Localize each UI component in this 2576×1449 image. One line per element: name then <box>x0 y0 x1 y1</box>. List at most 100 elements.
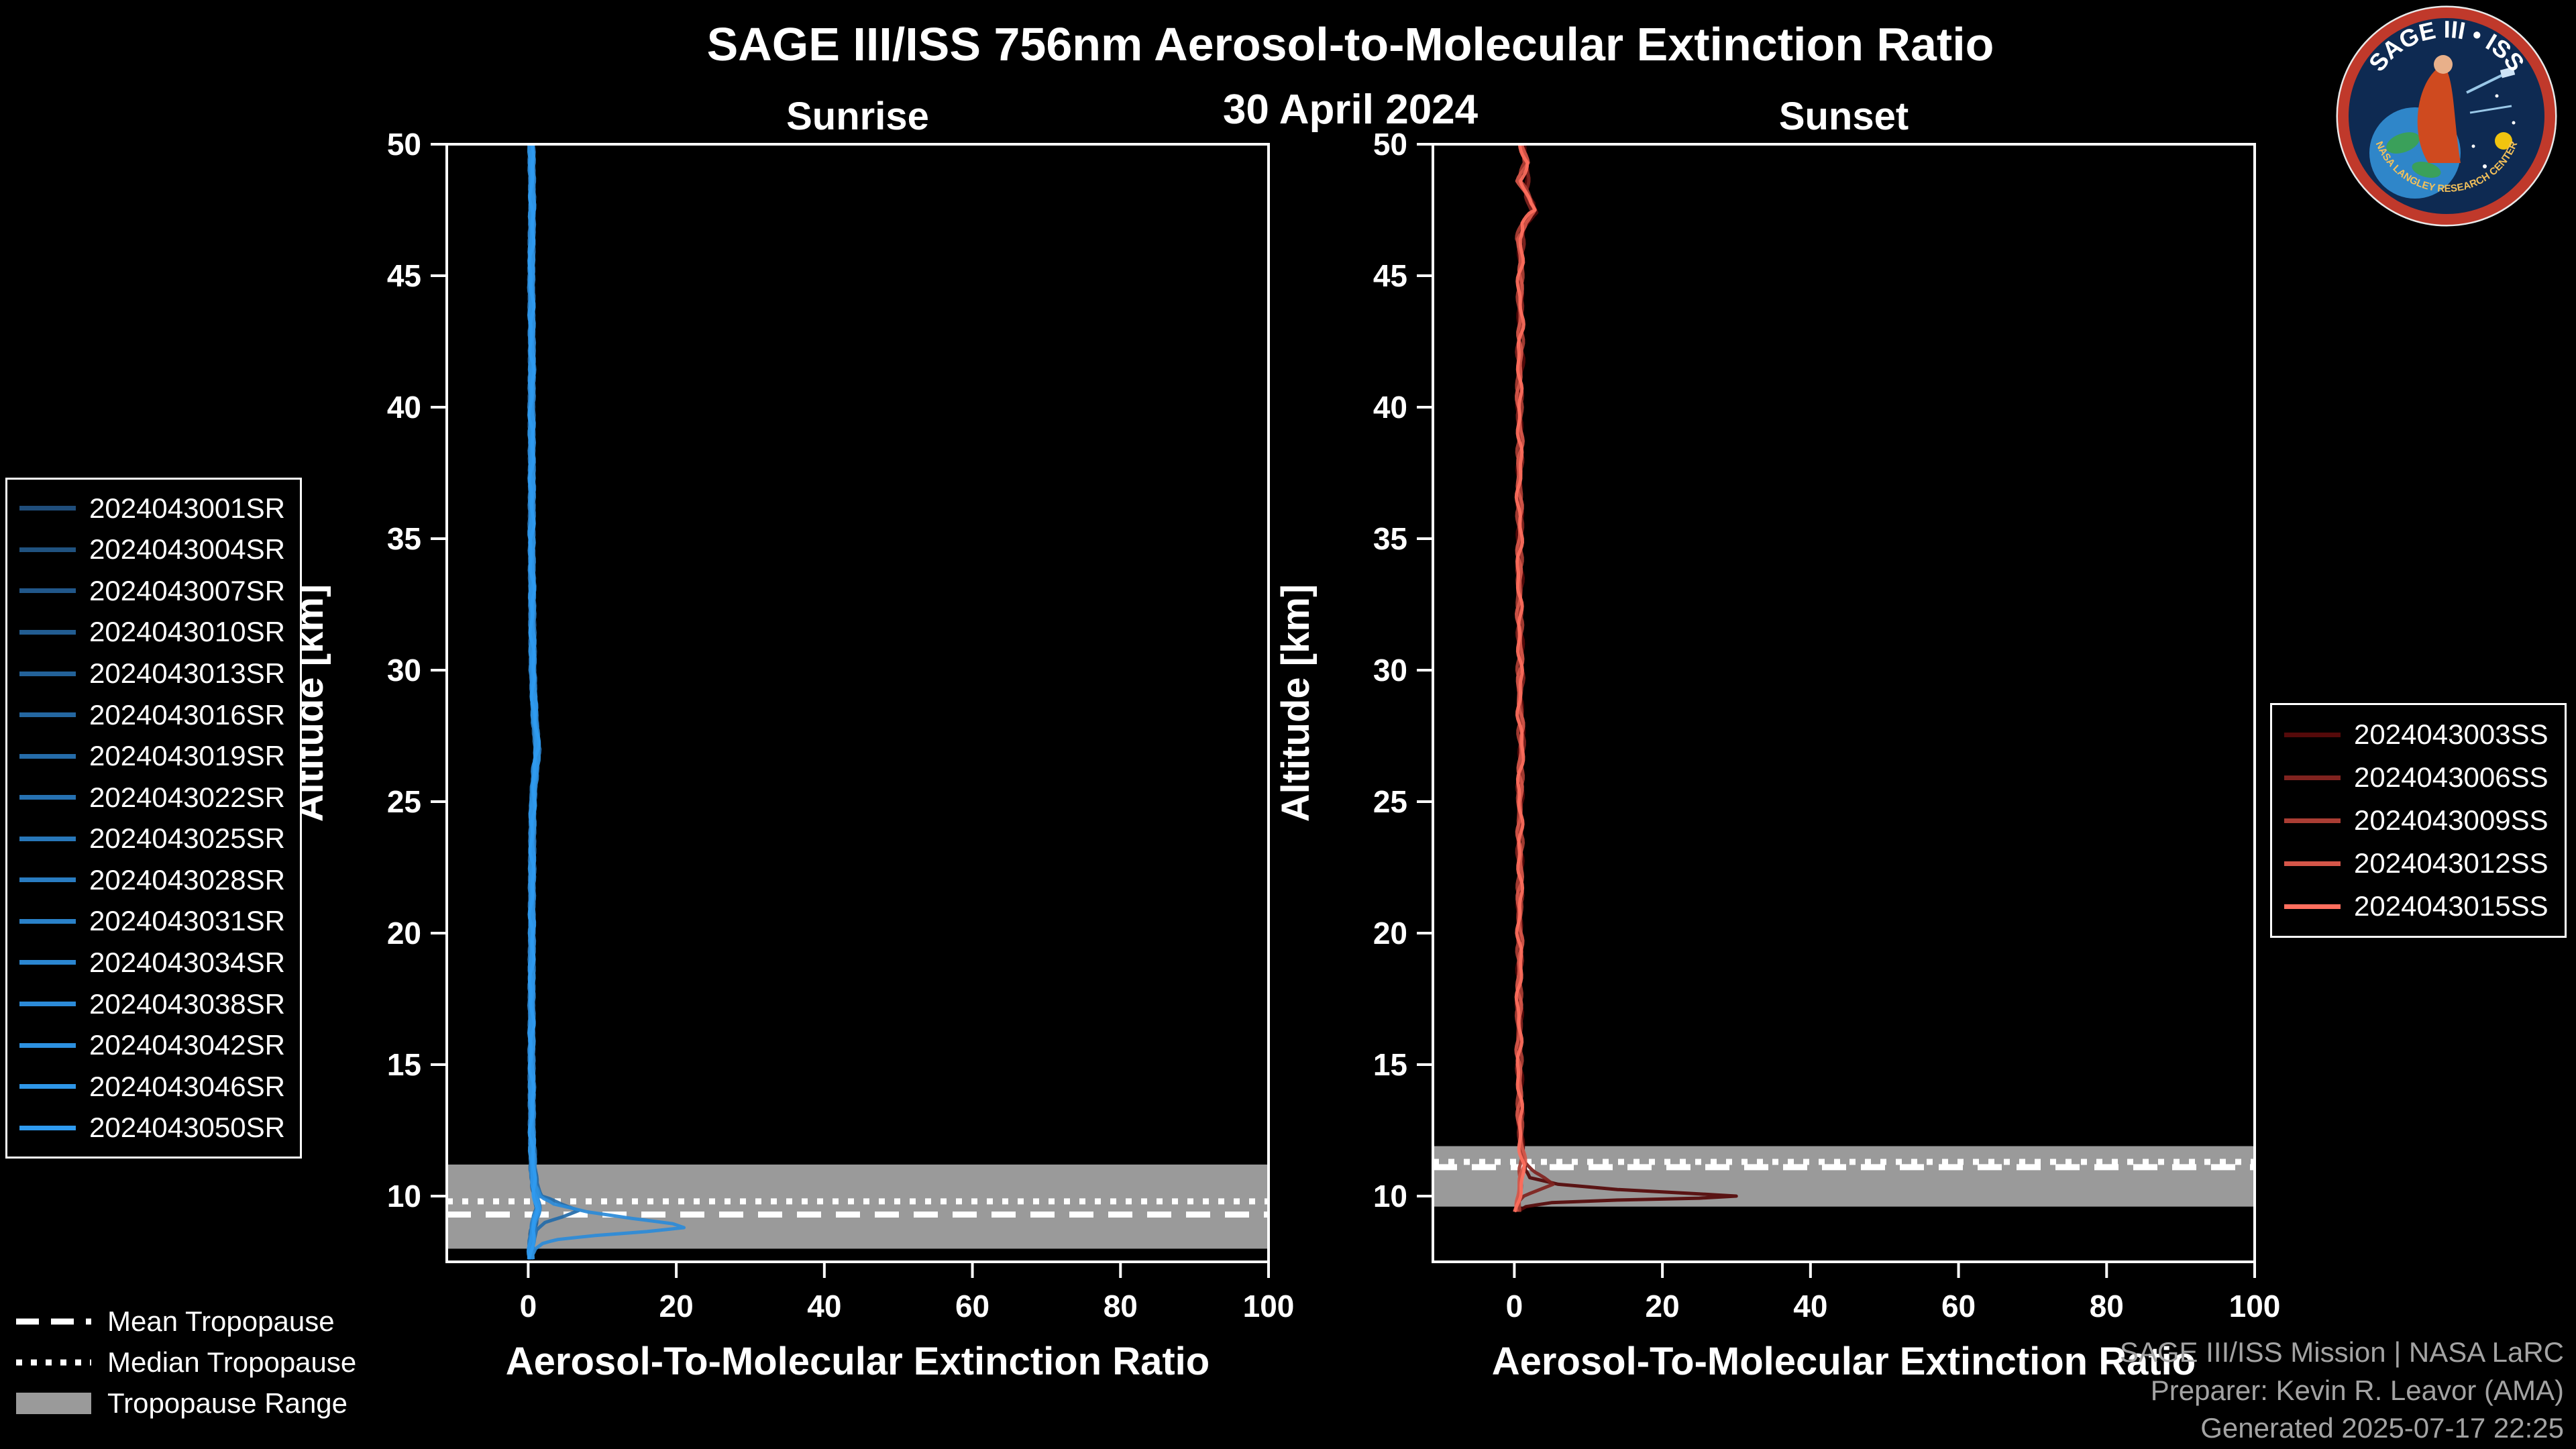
mean-tropopause-label: Mean Tropopause <box>107 1305 335 1337</box>
legend-line-swatch <box>2284 818 2341 823</box>
x-tick-label: 60 <box>1941 1289 1976 1324</box>
legend-line-swatch <box>2284 861 2341 866</box>
legend-label: 2024043025SR <box>89 822 285 855</box>
legend-item: 2024043015SS <box>2284 886 2553 926</box>
legend-label: 2024043006SS <box>2354 761 2548 793</box>
legend-item: 2024043034SR <box>19 943 288 983</box>
legend-line-swatch <box>2284 775 2341 780</box>
credit-line-mission: SAGE III/ISS Mission | NASA LaRC <box>2119 1336 2564 1368</box>
sunset-legend: 2024043003SS 2024043006SS 2024043009SS 2024… <box>2270 703 2567 938</box>
y-tick-label: 45 <box>1373 258 1407 293</box>
y-tick-label: 50 <box>1373 127 1407 162</box>
legend-item: 2024043050SR <box>19 1108 288 1148</box>
legend-label: 2024043009SS <box>2354 804 2548 836</box>
credit-line-generated: Generated 2025-07-17 22:25 <box>2200 1412 2564 1444</box>
y-tick-label: 40 <box>387 390 421 425</box>
legend-label: 2024043010SR <box>89 616 285 648</box>
legend-line-swatch <box>19 795 76 800</box>
axis-frame <box>445 143 1270 1263</box>
legend-item: 2024043019SR <box>19 736 288 776</box>
legend-item: 2024043012SS <box>2284 843 2553 883</box>
y-tick-label: 30 <box>387 653 421 688</box>
legend-line-swatch <box>19 588 76 594</box>
legend-item: 2024043028SR <box>19 860 288 900</box>
legend-item: 2024043013SR <box>19 653 288 694</box>
legend-item: 2024043016SR <box>19 695 288 735</box>
legend-item: 2024043038SR <box>19 984 288 1024</box>
x-tick-label: 40 <box>807 1289 841 1324</box>
legend-line-swatch <box>2284 732 2341 737</box>
sunset-plot: 10 15 20 25 30 35 40 45 50 0 20 40 60 80 100 Sunset Alti… <box>1274 95 2281 1383</box>
y-tick-label: 25 <box>387 784 421 819</box>
median-tropopause-swatch <box>16 1359 91 1366</box>
legend-label: 2024043001SR <box>89 492 285 524</box>
y-tick-label: 25 <box>1373 784 1407 819</box>
tropopause-legend: Mean Tropopause Median Tropopause Tropop… <box>13 1304 356 1421</box>
y-axis-title: Altitude [km] <box>1274 584 1318 822</box>
legend-label: 2024043015SS <box>2354 890 2548 922</box>
legend-label: 2024043004SR <box>89 533 285 566</box>
y-tick-label: 20 <box>387 916 421 951</box>
sage-iss-logo: SAGE III • ISS NASA LANGLEY RESEARCH CEN… <box>2336 5 2557 227</box>
legend-item: 2024043010SR <box>19 612 288 652</box>
x-axis-title: Aerosol-To-Molecular Extinction Ratio <box>1492 1340 2196 1383</box>
legend-item: 2024043003SS <box>2284 714 2553 755</box>
legend-line-swatch <box>19 1002 76 1007</box>
y-tick-label: 40 <box>1373 390 1407 425</box>
x-tick-label: 0 <box>520 1289 537 1324</box>
profile-line-2024043050SR <box>527 144 541 1260</box>
x-tick-label: 20 <box>659 1289 694 1324</box>
y-tick-label: 45 <box>387 258 421 293</box>
y-tick-label: 50 <box>387 127 421 162</box>
tropopause-band <box>1433 1146 2255 1207</box>
credits: SAGE III/ISS Mission | NASA LaRC Prepare… <box>2120 1334 2564 1449</box>
legend-line-swatch <box>19 918 76 924</box>
legend-label: 2024043042SR <box>89 1029 285 1061</box>
x-tick-label: 60 <box>955 1289 989 1324</box>
legend-label: 2024043034SR <box>89 946 285 978</box>
y-tick-label: 35 <box>387 521 421 556</box>
logo-red-ring <box>2338 7 2555 225</box>
legend-item: 2024043022SR <box>19 777 288 818</box>
y-tick-label: 15 <box>1373 1047 1407 1082</box>
legend-line-swatch <box>19 1042 76 1048</box>
plot-content <box>447 144 1269 1260</box>
axis-frame <box>1432 143 2256 1263</box>
legend-label: 2024043038SR <box>89 987 285 1020</box>
median-tropopause-legend-item: Median Tropopause <box>13 1345 356 1380</box>
legend-line-swatch <box>19 547 76 552</box>
median-tropopause-label: Median Tropopause <box>107 1346 357 1378</box>
tropopause-band <box>447 1164 1269 1249</box>
x-tick-label: 100 <box>2229 1289 2281 1324</box>
legend-label: 2024043007SR <box>89 574 285 606</box>
legend-label: 2024043050SR <box>89 1112 285 1144</box>
x-tick-label: 0 <box>1506 1289 1523 1324</box>
legend-line-swatch <box>19 671 76 676</box>
tropopause-range-swatch <box>16 1393 91 1414</box>
tropopause-range-label: Tropopause Range <box>107 1387 348 1419</box>
legend-label: 2024043031SR <box>89 905 285 937</box>
legend-label: 2024043019SR <box>89 740 285 772</box>
legend-label: 2024043012SS <box>2354 847 2548 879</box>
tropopause-range-legend-item: Tropopause Range <box>13 1386 356 1421</box>
y-tick-label: 30 <box>1373 653 1407 688</box>
panel-title: Sunrise <box>786 95 929 138</box>
plot-content <box>1433 144 2255 1213</box>
x-axis-title: Aerosol-To-Molecular Extinction Ratio <box>506 1340 1210 1383</box>
mean-tropopause-legend-item: Mean Tropopause <box>13 1304 356 1339</box>
legend-item: 2024043007SR <box>19 571 288 611</box>
y-tick-label: 35 <box>1373 521 1407 556</box>
page-date: 30 April 2024 <box>1222 87 1479 133</box>
legend-label: 2024043016SR <box>89 698 285 731</box>
legend-line-swatch <box>19 753 76 759</box>
y-tick-label: 10 <box>387 1179 421 1214</box>
sunrise-legend: 2024043001SR 2024043004SR 2024043007SR 2024… <box>5 478 302 1159</box>
legend-line-swatch <box>19 629 76 635</box>
profile-line-2024043003SS <box>1515 144 1738 1212</box>
legend-item: 2024043042SR <box>19 1025 288 1065</box>
y-tick-label: 15 <box>387 1047 421 1082</box>
x-tick-label: 40 <box>1793 1289 1827 1324</box>
legend-line-swatch <box>19 836 76 841</box>
legend-item: 2024043004SR <box>19 529 288 570</box>
